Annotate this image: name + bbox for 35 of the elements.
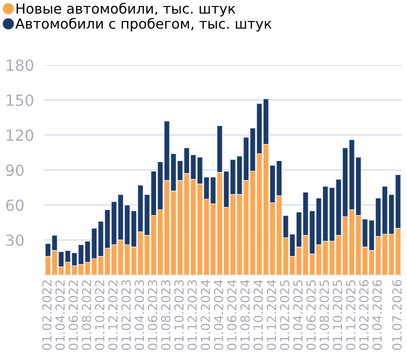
x-tick-label: 01.02.2025 [280,280,290,350]
y-tick-label: 90 [6,164,24,176]
x-tick-label: 01.06.2025 [306,280,316,350]
x-tick-label: 01.06.2023 [148,280,158,350]
x-tick-label: 01.12.2024 [266,280,276,350]
x-tick-label: 01.04.2023 [134,280,144,350]
y-tick-label: 150 [6,94,34,106]
x-tick-label: 01.06.2024 [227,280,237,350]
x-tick-label: 01.04.2024 [214,280,224,350]
y-tick-label: 120 [6,129,34,142]
x-tick-label: 01.02.2023 [121,280,131,350]
y-tick-label: 30 [6,234,24,246]
legend-label: Автомобили с пробегом, тыс. штук [15,18,272,32]
x-tick-label: 01.04.2025 [293,280,303,350]
x-tick-label: 01.08.2022 [82,280,92,350]
x-tick-label: 01.10.2022 [94,280,104,350]
x-tick-label: 01.10.2025 [332,280,342,350]
x-tick-label: 01.12.2022 [108,280,118,350]
x-tick-label: 01.04.2022 [55,280,65,350]
y-tick-label: 180 [6,59,34,72]
x-tick-label: 01.08.2025 [320,280,330,350]
x-tick-label: 01.06.2022 [68,280,78,350]
legend-label: Новые автомобили, тыс. штук [16,2,236,16]
x-tick-label: 01.08.2024 [240,280,250,350]
x-tick-label: 01.02.2026 [359,280,369,350]
x-tick-label: 01.02.2024 [200,280,210,350]
x-tick-label: 01.10.2024 [254,280,263,350]
x-tick-label: 01.12.2025 [346,280,356,350]
y-tick-label: 60 [6,199,24,212]
x-tick-label: 01.10.2023 [174,280,184,350]
x-tick-label: 01.07.2026 [392,280,402,350]
x-tick-label: 01.04.2026 [372,280,382,350]
x-tick-label: 01.08.2023 [161,280,170,350]
x-tick-label: 01.12.2023 [187,280,197,350]
x-tick-label: 01.02.2022 [42,280,52,350]
